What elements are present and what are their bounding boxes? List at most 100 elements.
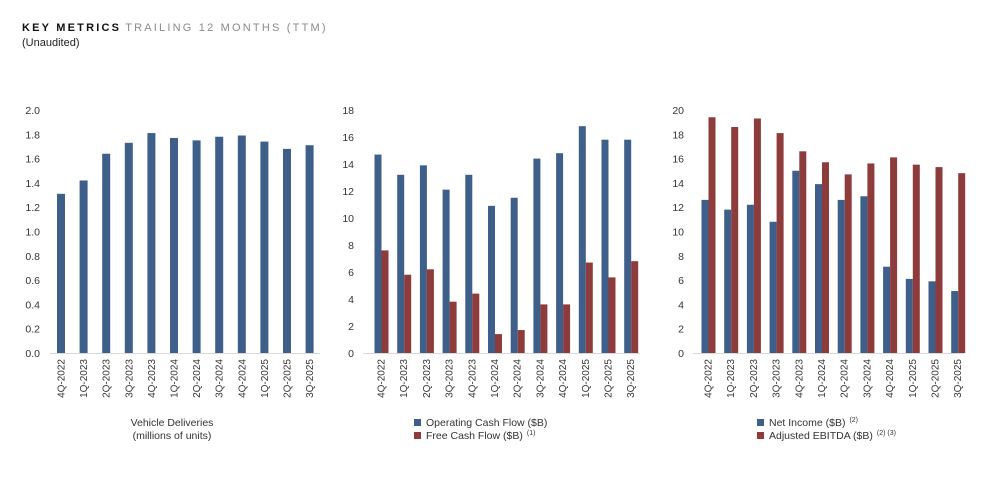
x-tick-label: 2Q-2025 <box>604 359 615 398</box>
y-tick-label: 1.8 <box>25 129 40 141</box>
x-tick-label: 1Q-2023 <box>399 359 410 398</box>
x-tick-label: 4Q-2022 <box>377 359 388 398</box>
bar <box>905 278 913 353</box>
bar <box>124 142 133 353</box>
y-tick-label: 0.6 <box>25 275 40 287</box>
x-tick-label: 4Q-2022 <box>57 359 68 398</box>
bar <box>170 137 178 353</box>
bar <box>631 261 639 353</box>
bar <box>601 139 609 353</box>
x-tick-label: 1Q-2023 <box>79 359 90 398</box>
legend-label: Free Cash Flow ($B) (1) <box>426 430 535 442</box>
bar <box>556 153 564 353</box>
y-tick-label: 16 <box>672 154 684 166</box>
x-tick-label: 3Q-2023 <box>772 359 783 398</box>
bar <box>776 133 784 353</box>
x-tick-label: 1Q-2023 <box>726 359 737 398</box>
bar <box>585 262 593 353</box>
bar <box>935 167 943 353</box>
bar <box>867 163 875 353</box>
x-tick-label: 3Q-2024 <box>215 359 226 398</box>
y-tick-label: 0 <box>348 348 354 360</box>
bar <box>563 304 571 353</box>
bar <box>102 153 111 353</box>
footnote-marker: (2) <box>849 417 858 424</box>
bar <box>912 164 920 353</box>
y-tick-label: 14 <box>342 159 354 171</box>
y-tick-label: 12 <box>342 186 354 198</box>
y-tick-label: 0 <box>678 348 684 360</box>
y-tick-label: 2 <box>348 321 354 333</box>
bar <box>769 221 777 353</box>
y-tick-label: 1.4 <box>25 178 40 190</box>
x-tick-label: 3Q-2023 <box>445 359 456 398</box>
x-tick-label: 4Q-2024 <box>558 359 569 398</box>
bar <box>608 277 616 353</box>
bar <box>883 266 891 353</box>
page-subtitle: (Unaudited) <box>22 37 80 49</box>
bar <box>510 197 518 353</box>
chart-deliveries: 0.0 0.2 0.4 0.6 0.8 1.0 1.2 1.4 1.6 1.8 2.0 4Q-2022… <box>25 105 320 442</box>
x-tick-label: 4Q-2022 <box>704 359 715 398</box>
bar <box>305 145 314 353</box>
chart-caption: (millions of units) <box>133 430 212 442</box>
bar <box>731 127 739 353</box>
x-tick-label: 1Q-2024 <box>170 359 181 398</box>
x-tick-label: 2Q-2024 <box>513 359 524 398</box>
y-tick-label: 20 <box>672 105 684 117</box>
legend-swatch <box>757 432 764 439</box>
x-tick-label: 1Q-2024 <box>490 359 501 398</box>
x-tick-label: 2Q-2025 <box>283 359 294 398</box>
bar <box>753 118 761 353</box>
bar <box>419 165 427 353</box>
bar <box>837 199 845 353</box>
bar <box>397 174 405 353</box>
bar <box>540 304 548 353</box>
x-tick-label: 3Q-2025 <box>953 359 964 398</box>
bar <box>815 184 822 353</box>
y-tick-label: 16 <box>342 132 354 144</box>
legend-label: Adjusted EBITDA ($B) (2) (3) <box>769 430 896 442</box>
legend-swatch <box>414 432 421 439</box>
chart-income: 0 2 4 6 8 10 12 14 16 18 20 4Q-2022 1Q-2023 2Q-2023 3Q… <box>672 105 966 442</box>
y-tick-label: 18 <box>342 105 354 117</box>
bar <box>822 162 829 353</box>
bar <box>79 180 88 353</box>
bar <box>465 174 473 353</box>
bar <box>260 141 269 353</box>
bar <box>701 199 709 353</box>
x-tick-label: 2Q-2025 <box>931 359 942 398</box>
x-tick-label: 4Q-2023 <box>147 359 158 398</box>
bar <box>192 140 201 353</box>
bar <box>624 139 632 353</box>
bar <box>860 196 868 353</box>
bar <box>844 174 852 353</box>
bar <box>488 205 495 353</box>
bar <box>708 117 716 353</box>
bar <box>442 189 450 353</box>
y-tick-label: 6 <box>348 267 354 279</box>
y-tick-label: 14 <box>672 178 684 190</box>
footnote-marker: (1) <box>527 430 536 437</box>
bar <box>495 334 502 353</box>
bar <box>951 291 959 353</box>
y-tick-label: 8 <box>678 251 684 263</box>
x-tick-label: 4Q-2024 <box>237 359 248 398</box>
y-tick-label: 10 <box>342 213 354 225</box>
x-tick-label: 1Q-2025 <box>260 359 271 398</box>
legend-label: Operating Cash Flow ($B) <box>426 417 547 429</box>
page-title: KEY METRICS TRAILING 12 MONTHS (TTM) <box>22 22 328 34</box>
bar <box>958 173 966 353</box>
bar <box>746 204 754 353</box>
title-bold: KEY METRICS <box>22 22 122 34</box>
x-tick-label: 3Q-2023 <box>124 359 135 398</box>
bar <box>283 148 291 353</box>
x-tick-label: 3Q-2024 <box>862 359 873 398</box>
x-tick-label: 1Q-2025 <box>581 359 592 398</box>
y-tick-label: 8 <box>348 240 354 252</box>
bar <box>890 157 898 353</box>
legend-swatch <box>414 419 421 426</box>
x-tick-label: 3Q-2024 <box>535 359 546 398</box>
bar <box>57 193 65 353</box>
